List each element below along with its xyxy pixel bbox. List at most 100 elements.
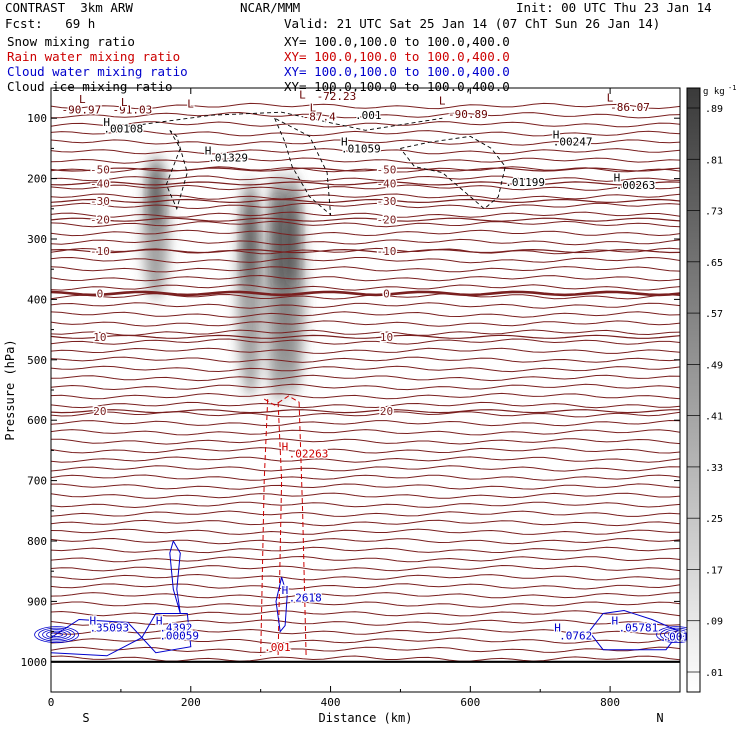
cloud-ice-contour-0 <box>165 129 188 211</box>
isotherm-label-3-1: -20 <box>377 214 397 227</box>
extrema-label-32: H <box>156 614 163 627</box>
colorbar-label-5: .41 <box>705 412 723 423</box>
cloud-water-contour-2 <box>169 540 181 614</box>
extrema-label-16: H <box>205 144 212 157</box>
cloud-water-contour-4 <box>588 609 681 651</box>
extrema-label-14: .00108 <box>103 123 143 136</box>
temperature-line-49 <box>50 546 681 554</box>
isotherm-label-1-0: -40 <box>90 177 110 190</box>
isotherm-6 <box>50 334 681 339</box>
rain-water-contours <box>260 395 307 656</box>
snow-plume-core-3 <box>286 190 299 289</box>
y-axis-title: Pressure (hPa) <box>3 339 17 440</box>
isotherm-label-0-0: -50 <box>90 164 110 177</box>
extrema-label-17: .01329 <box>208 152 248 165</box>
field-xy-cloudwater: XY= 100.0,100.0 to 100.0,400.0 <box>284 64 510 79</box>
temperature-line-15 <box>50 238 681 246</box>
temperature-line-55 <box>50 601 681 608</box>
extrema-label-31: .35093 <box>89 622 129 635</box>
cloud-ice-contour-1 <box>274 117 332 216</box>
isotherm-label-5-1: 0 <box>383 287 390 300</box>
temperature-line-32 <box>50 392 681 400</box>
temperature-line-39 <box>50 456 681 463</box>
temperature-line-51 <box>50 564 681 572</box>
extrema-label-9: -72.23 <box>317 90 357 103</box>
temperature-line-44 <box>50 501 681 509</box>
y-tick-label-2: 300 <box>27 233 47 246</box>
temperature-line-2 <box>50 121 681 128</box>
rain-contour-2 <box>298 402 307 656</box>
colorbar-label-3: .25 <box>705 514 723 525</box>
cloud-water-contour-3 <box>275 577 288 633</box>
extrema-label-0: -90.97 <box>61 103 101 116</box>
snow-plume-core-0 <box>149 166 162 230</box>
isotherm-7 <box>50 409 681 414</box>
isotherm-label-5-0: 0 <box>97 287 104 300</box>
x-end-label-right: N <box>656 711 663 725</box>
field-xy-cloudice: XY= 100.0,100.0 to 100.0,400.0 <box>284 79 510 94</box>
temperature-line-56 <box>50 610 681 617</box>
colorbar-unit-exponent: -1 <box>728 84 736 92</box>
isotherm-label-6-0: 10 <box>93 331 106 344</box>
colorbar: .01 .09 .17 .25 .33 .41 .49 .57 .65 .73 .81 .89 g kg… <box>686 84 736 693</box>
y-tick-label-7: 800 <box>27 535 47 548</box>
temperature-line-1 <box>50 111 681 119</box>
y-tick-label-9: 1000 <box>21 656 48 669</box>
x-tick-label-2: 400 <box>321 696 341 709</box>
extrema-label-24: .00263 <box>616 179 656 192</box>
temperature-line-30 <box>50 374 681 382</box>
colorbar-unit: g kg <box>703 87 725 97</box>
isotherm-label-4-0: -10 <box>90 245 110 258</box>
model-title: CONTRAST 3km ARW <box>5 0 133 15</box>
cloud-ice-contour-2 <box>400 135 506 210</box>
isotherm-1 <box>50 181 681 186</box>
isotherm-label-4-1: -10 <box>377 245 397 258</box>
cw-bullseye-left-1 <box>46 630 67 639</box>
colorbar-label-9: .73 <box>705 207 723 218</box>
center-name: NCAR/MMM <box>240 0 301 15</box>
y-tick-label-0: 100 <box>27 112 47 125</box>
extrema-label-8: L <box>607 91 614 104</box>
extrema-label-10: -87.4 <box>303 111 336 124</box>
extrema-label-13: H <box>103 116 110 129</box>
temperature-line-11 <box>50 202 681 210</box>
temperature-line-37 <box>50 438 681 445</box>
extrema-label-22: .01199 <box>505 176 545 189</box>
extrema-label-29: .2618 <box>289 591 322 604</box>
isotherm-label-6-1: 10 <box>380 331 393 344</box>
extrema-label-21: .00247 <box>553 135 593 148</box>
y-tick-label-8: 900 <box>27 595 47 608</box>
temperature-line-61 <box>50 655 681 662</box>
x-tick-label-4: 800 <box>600 696 620 709</box>
field-label-cloudice: Cloud ice mixing ratio <box>7 79 173 94</box>
extrema-label-1: -91.03 <box>113 103 153 116</box>
temperature-line-14 <box>50 229 681 237</box>
temperature-line-13 <box>50 220 681 228</box>
cw-bullseye-right-1 <box>668 630 685 639</box>
colorbar-label-0: .01 <box>705 668 723 679</box>
isotherm-label-0-1: -50 <box>377 164 397 177</box>
temperature-line-53 <box>50 583 681 590</box>
isotherm-label-7-0: 20 <box>93 405 106 418</box>
extrema-label-34: .00059 <box>159 629 199 642</box>
cw-bullseye-right-0 <box>672 632 681 638</box>
temperature-line-9 <box>50 184 681 191</box>
temperature-line-26 <box>50 338 681 345</box>
colorbar-label-2: .17 <box>705 565 723 576</box>
temperature-line-3 <box>50 129 681 137</box>
rain-contour-0 <box>260 399 269 656</box>
isotherm-label-3-0: -20 <box>90 214 110 227</box>
temperature-line-22 <box>50 302 681 309</box>
y-tick-label-5: 600 <box>27 414 47 427</box>
temperature-line-29 <box>50 365 681 373</box>
extrema-label-12: -86.07 <box>610 101 650 114</box>
field-label-rain: Rain water mixing ratio <box>7 49 181 64</box>
temperature-line-40 <box>50 465 681 472</box>
extrema-label-28: H <box>282 584 289 597</box>
colorbar-label-6: .49 <box>705 360 723 371</box>
temperature-line-0 <box>50 102 681 110</box>
cloud-water-contour-0 <box>50 618 143 657</box>
